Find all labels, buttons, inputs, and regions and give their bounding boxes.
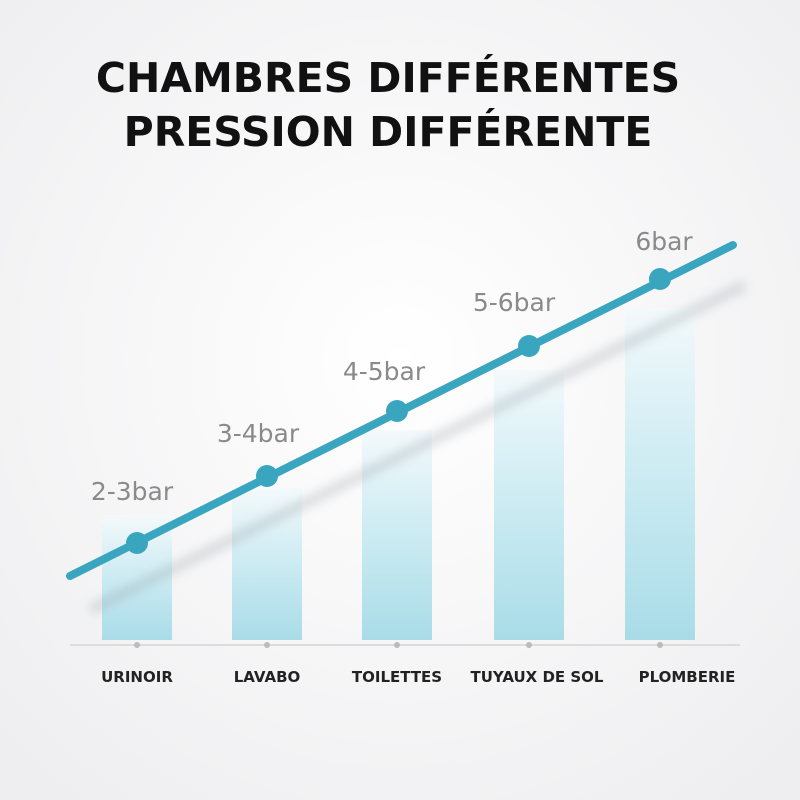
category-label: LAVABO <box>234 668 301 686</box>
pressure-label: 6bar <box>635 227 693 256</box>
category-label: PLOMBERIE <box>639 668 736 686</box>
point <box>386 400 408 422</box>
base-dot <box>657 642 663 648</box>
category-label: TUYAUX DE SOL <box>471 668 604 686</box>
base-dot <box>264 642 270 648</box>
base-dot <box>134 642 140 648</box>
point <box>649 268 671 290</box>
point <box>126 532 148 554</box>
points: 2-3bar URINOIR 3-4bar LAVABO 4-5bar TOILETTES… <box>91 227 736 686</box>
pressure-label: 3-4bar <box>217 419 300 448</box>
pressure-label: 2-3bar <box>91 477 174 506</box>
point <box>518 335 540 357</box>
title-line: CHAMBRES DIFFÉRENTES <box>96 54 680 102</box>
pressure-label: 4-5bar <box>343 357 426 386</box>
base-dot <box>526 642 532 648</box>
bar <box>625 308 695 640</box>
base-dot <box>394 642 400 648</box>
line-shadow <box>87 280 748 615</box>
bar <box>494 370 564 640</box>
category-label: TOILETTES <box>352 668 442 686</box>
category-label: URINOIR <box>101 668 173 686</box>
title-line: PRESSION DIFFÉRENTE <box>124 108 653 156</box>
pressure-label: 5-6bar <box>473 288 556 317</box>
point <box>256 465 278 487</box>
